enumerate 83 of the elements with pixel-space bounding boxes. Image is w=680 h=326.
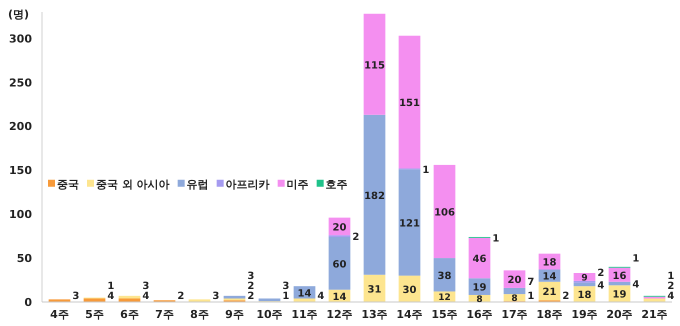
data-label: 151 — [399, 98, 420, 110]
x-tick-label: 15주 — [431, 308, 458, 321]
data-label: 3 — [142, 281, 150, 292]
data-label: 8 — [511, 294, 518, 304]
legend-label: 중국 — [57, 178, 79, 191]
data-label: 4 — [107, 291, 114, 302]
data-label: 14 — [298, 288, 312, 300]
data-label: 3 — [247, 271, 254, 282]
x-tick-label: 13주 — [361, 308, 388, 321]
x-tick-label: 5주 — [85, 308, 104, 321]
data-label: 19 — [612, 290, 626, 301]
data-label: 121 — [399, 218, 420, 230]
data-label: 60 — [332, 259, 346, 270]
data-label: 1 — [282, 291, 290, 302]
data-label: 9 — [581, 273, 588, 284]
y-tick-label: 0 — [24, 296, 32, 309]
x-tick-label: 17주 — [501, 308, 528, 321]
legend-label: 미주 — [286, 178, 309, 191]
x-tick-label: 16주 — [466, 308, 493, 321]
data-label: 4 — [317, 291, 324, 302]
x-tick-label: 14주 — [396, 308, 423, 321]
legend-label: 아프리카 — [226, 178, 270, 191]
data-label: 20 — [332, 222, 346, 234]
x-tick-label: 21주 — [641, 308, 668, 321]
data-label: 2 — [597, 268, 604, 279]
x-tick-label: 20주 — [606, 308, 633, 321]
x-tick-label: 7주 — [155, 308, 174, 321]
data-label: 1 — [107, 281, 114, 292]
data-label: 1 — [667, 271, 674, 282]
data-label: 7 — [527, 277, 534, 288]
data-label: 1 — [492, 233, 500, 244]
y-tick-label: 250 — [9, 76, 32, 90]
data-label: 38 — [438, 270, 452, 282]
x-tick-label: 18주 — [536, 308, 563, 321]
data-label: 16 — [612, 270, 626, 282]
data-label: 18 — [542, 258, 556, 269]
data-label: 1 — [632, 253, 640, 264]
data-label: 20 — [508, 275, 522, 286]
data-label: 182 — [364, 190, 385, 202]
data-label: 3 — [212, 291, 220, 302]
legend-label: 호주 — [326, 178, 348, 191]
y-tick-label: 50 — [16, 252, 32, 266]
legend-label: 유럽 — [186, 178, 209, 191]
data-label: 14 — [542, 272, 556, 283]
data-label: 2 — [562, 291, 570, 302]
x-tick-label: 9주 — [225, 308, 244, 321]
data-label: 2 — [247, 281, 254, 292]
data-label: 2 — [247, 291, 254, 302]
data-label: 1 — [527, 291, 534, 302]
x-tick-label: 8주 — [190, 308, 209, 321]
data-label: 31 — [368, 284, 382, 296]
x-tick-label: 10주 — [256, 308, 283, 321]
data-label: 115 — [364, 60, 385, 72]
data-label: 12 — [438, 293, 451, 304]
y-tick-label: 100 — [9, 208, 32, 222]
y-tick-label: 200 — [9, 120, 32, 134]
data-label: 19 — [472, 282, 486, 294]
legend-label: 중국 외 아시아 — [96, 178, 170, 191]
x-tick-label: 4주 — [50, 308, 69, 321]
data-label: 18 — [578, 290, 592, 302]
data-label: 21 — [542, 287, 556, 298]
data-label: 4 — [142, 291, 150, 302]
data-label: 4 — [667, 291, 674, 302]
data-label: 2 — [667, 281, 674, 292]
data-label: 106 — [434, 207, 455, 218]
data-label: 1 — [422, 164, 430, 176]
data-label: 2 — [177, 291, 184, 302]
data-label: 2 — [352, 232, 360, 244]
x-tick-label: 11주 — [291, 308, 318, 321]
data-label: 30 — [402, 284, 416, 296]
y-tick-label: 150 — [9, 164, 32, 178]
y-tick-label: 300 — [9, 32, 32, 46]
y-axis-title: (명) — [8, 8, 30, 21]
x-tick-label: 19주 — [571, 308, 598, 321]
data-label: 8 — [476, 294, 483, 305]
x-tick-label: 12주 — [326, 308, 353, 321]
data-label: 3 — [72, 291, 80, 302]
data-label: 4 — [632, 280, 640, 291]
data-label: 46 — [472, 254, 486, 266]
x-tick-label: 6주 — [120, 308, 139, 321]
data-label: 14 — [332, 292, 346, 303]
data-label: 4 — [597, 280, 604, 292]
data-label: 3 — [282, 281, 290, 292]
